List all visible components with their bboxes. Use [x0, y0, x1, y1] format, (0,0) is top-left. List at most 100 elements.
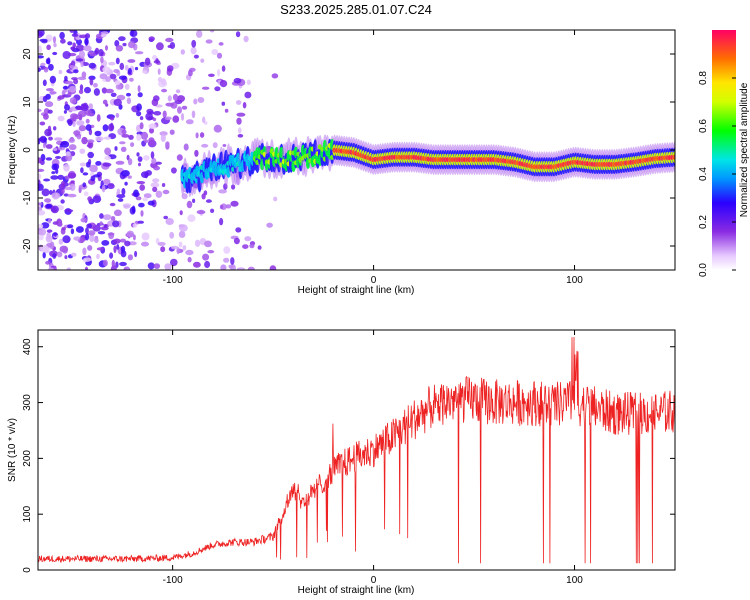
noise-blob	[38, 179, 41, 185]
noise-blob	[38, 234, 44, 241]
noise-blob	[38, 223, 44, 229]
noise-blob	[136, 133, 142, 141]
snr-series-line	[38, 336, 675, 564]
noise-blob	[143, 155, 150, 161]
noise-blob	[42, 79, 47, 87]
noise-blob	[170, 258, 178, 267]
noise-blob	[166, 65, 174, 72]
noise-blob	[204, 240, 212, 248]
y-tick-label: -10	[22, 190, 33, 205]
noise-blob	[38, 30, 45, 37]
noise-blob	[82, 172, 89, 176]
noise-blob	[175, 89, 181, 94]
noise-blob	[109, 202, 116, 207]
noise-blob	[160, 246, 166, 253]
noise-blob	[76, 120, 85, 126]
noise-blob	[223, 257, 230, 263]
noise-blob	[73, 69, 79, 74]
noise-blob	[135, 51, 144, 55]
noise-blob	[193, 54, 199, 59]
noise-blob	[38, 173, 42, 180]
noise-blob	[69, 97, 77, 104]
noise-blob	[62, 235, 71, 244]
noise-blob	[52, 147, 58, 151]
noise-blob	[38, 168, 45, 172]
noise-blob	[43, 68, 49, 73]
noise-blob	[114, 40, 120, 47]
noise-blob	[72, 121, 76, 127]
noise-blob	[160, 134, 166, 143]
noise-blob	[64, 80, 74, 85]
noise-blob	[55, 168, 59, 174]
noise-blob	[139, 122, 144, 130]
noise-blob	[205, 199, 212, 203]
y-tick-label: 0	[22, 567, 33, 573]
noise-blob	[152, 117, 157, 122]
noise-blob	[134, 66, 139, 71]
noise-blob	[96, 247, 105, 251]
noise-blob	[70, 46, 75, 50]
noise-blob	[126, 230, 135, 238]
noise-blob	[82, 247, 87, 256]
noise-blob	[214, 86, 221, 92]
noise-blob	[139, 184, 145, 191]
y-tick-label: 200	[22, 450, 33, 467]
noise-blob	[127, 67, 132, 75]
noise-blob	[76, 38, 82, 46]
noise-blob	[92, 82, 98, 88]
noise-blob	[128, 134, 134, 140]
noise-blob	[169, 129, 175, 135]
noise-blob	[62, 51, 71, 59]
noise-blob	[125, 267, 130, 270]
colorbar-tick-label: 0.6	[698, 119, 709, 133]
snr-x-ticks: -100 0 100	[163, 330, 583, 586]
noise-blob	[38, 157, 42, 164]
colorbar-label: Normalized spectral amplitude	[739, 82, 750, 217]
noise-blob	[153, 263, 161, 269]
noise-blob	[213, 124, 222, 133]
noise-blob	[79, 162, 87, 167]
colorbar-gradient	[712, 30, 736, 270]
noise-blob	[66, 267, 71, 270]
noise-blob	[41, 40, 48, 44]
noise-blob	[46, 88, 54, 92]
spectrogram-y-ticks: -20 -10 0 10 20	[22, 48, 675, 253]
noise-blob	[102, 66, 111, 74]
noise-blob	[144, 57, 151, 66]
noise-blob	[137, 92, 143, 98]
noise-blob	[101, 33, 107, 38]
noise-blob	[45, 144, 53, 149]
noise-blob	[83, 191, 89, 196]
noise-blob	[41, 222, 50, 229]
noise-blob	[132, 234, 136, 241]
noise-blob	[235, 31, 241, 38]
noise-blob	[115, 261, 119, 268]
noise-blob	[41, 188, 50, 197]
noise-blob	[197, 97, 205, 103]
noise-blob	[159, 131, 168, 137]
noise-blob	[208, 73, 215, 78]
noise-blob	[38, 67, 41, 73]
noise-blob	[136, 124, 141, 133]
noise-blob	[78, 125, 87, 132]
x-tick-label: 100	[566, 275, 583, 286]
noise-blob	[48, 267, 54, 270]
noise-blob	[89, 53, 97, 57]
noise-blob	[121, 170, 130, 177]
noise-blob	[201, 86, 210, 90]
noise-blob	[38, 202, 43, 206]
noise-blob	[235, 227, 242, 233]
noise-blob	[52, 51, 58, 56]
noise-blob	[121, 188, 126, 196]
noise-blob	[45, 234, 53, 243]
noise-blob	[67, 172, 77, 179]
noise-blob	[107, 232, 115, 236]
noise-blob	[114, 80, 121, 86]
noise-blob	[71, 33, 79, 37]
noise-blob	[219, 217, 224, 226]
noise-blob	[187, 256, 192, 263]
noise-blob	[207, 250, 215, 254]
noise-blob	[45, 204, 53, 209]
noise-blob	[138, 162, 141, 167]
noise-blob	[244, 236, 252, 242]
